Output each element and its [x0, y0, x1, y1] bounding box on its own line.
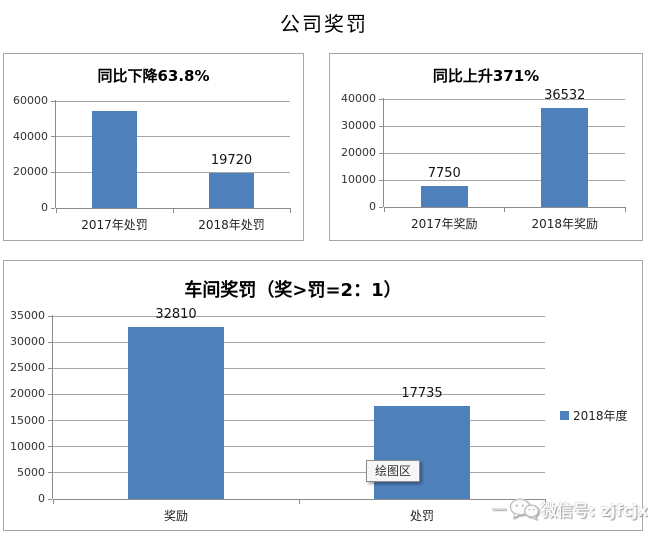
bar-value-label: 19720	[210, 152, 253, 168]
y-axis-tick-label: 35000	[10, 309, 45, 322]
y-axis-tick-label: 0	[41, 201, 48, 214]
y-axis-line	[52, 315, 53, 499]
y-axis-tickmark	[379, 206, 383, 208]
legend-label: 2018年度	[573, 409, 628, 423]
y-axis-tickmark	[48, 341, 52, 343]
y-axis-tickmark	[51, 207, 55, 209]
y-axis-tickmark	[48, 393, 52, 395]
bar-value-label: 17735	[401, 386, 443, 402]
y-axis-tick-label: 5000	[17, 465, 45, 479]
gridline-60000	[56, 100, 290, 102]
x-axis-tickmark	[383, 207, 385, 212]
gridline-20000	[56, 171, 290, 173]
legend-swatch-icon	[560, 411, 569, 420]
tooltip-label: 绘图区	[375, 464, 412, 478]
watermark: 微信号: zjfcjx	[492, 497, 648, 521]
bar-2018年处罚	[208, 172, 255, 208]
page-title: 公司奖罚	[280, 12, 368, 36]
y-axis-tick-label: 25000	[10, 361, 45, 375]
gridline-30000	[53, 341, 545, 343]
y-axis-line	[383, 98, 384, 207]
gridline-5000	[53, 472, 545, 474]
bar-2017年处罚	[91, 110, 138, 208]
gridline-35000	[53, 315, 545, 317]
y-axis-tick-label: 20000	[13, 165, 48, 179]
bar-2018年奖励	[541, 108, 589, 207]
y-axis-tick-label: 20000	[341, 146, 376, 159]
category-label: 2018年处罚	[198, 218, 265, 232]
y-axis-tick-label: 60000	[13, 94, 48, 107]
y-axis-tick-label: 30000	[341, 119, 376, 132]
x-axis-tickmark	[55, 208, 57, 213]
x-axis-tickmark	[544, 499, 546, 504]
y-axis-tickmark	[379, 152, 383, 154]
penalty-chart-plot-area: 0 20000 40000 60000 2017年处罚 19720 2018年处罚	[13, 94, 291, 232]
y-axis-tick-label: 30000	[10, 335, 45, 349]
x-axis-tickmark	[504, 207, 505, 212]
y-axis-tickmark	[51, 100, 55, 102]
category-label: 处罚	[409, 509, 435, 523]
y-axis-tickmark	[48, 498, 52, 500]
gridline-30000	[384, 125, 625, 127]
reward-chart-plot-area: 0 10000 20000 30000 40000 7750 2017年奖励 36532 201…	[341, 88, 626, 231]
chart-title-penalty: 同比下降63.8%	[97, 67, 210, 85]
y-axis-tickmark	[51, 136, 55, 138]
bar-value-label: 32810	[155, 307, 197, 323]
x-axis-tickmark	[289, 208, 291, 213]
gridline-40000	[384, 98, 625, 100]
workshop-chart-panel: 车间奖罚（奖>罚=2：1） 0 5000 10000 15000 20000 25000 3…	[3, 260, 643, 531]
gridline-25000	[53, 367, 545, 369]
y-axis-tickmark	[379, 98, 383, 100]
chart-title-workshop: 车间奖罚（奖>罚=2：1）	[184, 280, 402, 301]
bar-value-label: 36532	[544, 88, 586, 104]
legend: 2018年度	[560, 407, 628, 424]
gridline-40000	[56, 136, 290, 138]
gridline-15000	[53, 420, 545, 422]
company-reward-chart-panel: 同比上升371% 0 10000 20000 30000 40000 7750 2017年奖…	[329, 53, 643, 241]
chart-title-reward: 同比上升371%	[432, 67, 540, 85]
y-axis-tick-label: 20000	[10, 387, 45, 401]
y-axis-line	[55, 100, 56, 208]
y-axis-tick-label: 0	[38, 492, 45, 505]
gridline-10000	[384, 179, 625, 181]
y-axis-tickmark	[48, 446, 52, 448]
x-axis-tickmark	[298, 499, 300, 504]
bar-value-label: 7750	[427, 166, 461, 182]
y-axis-tick-label: 0	[369, 200, 376, 213]
y-axis-tickmark	[48, 472, 52, 474]
category-label: 2017年处罚	[81, 218, 148, 232]
company-penalty-chart-panel: 同比下降63.8% 0 20000 40000 60000 2017年处罚 19720 20…	[3, 53, 304, 241]
gridline-20000	[53, 393, 545, 395]
workshop-chart-plot-area: 0 5000 10000 15000 20000 25000 30000 35000 32810…	[10, 307, 546, 523]
y-axis-tickmark	[379, 179, 383, 181]
y-axis-tick-label: 15000	[10, 413, 45, 427]
x-axis-tickmark	[52, 499, 54, 504]
y-axis-tick-label: 10000	[341, 173, 376, 186]
y-axis-tickmark	[48, 315, 52, 317]
watermark-dash	[492, 508, 506, 510]
gridline-10000	[53, 446, 545, 448]
y-axis-tickmark	[48, 420, 52, 422]
bar-2017年奖励	[420, 186, 468, 207]
category-label: 2018年奖励	[531, 217, 599, 231]
bar-奖励	[128, 327, 224, 499]
y-axis-tick-label: 40000	[341, 92, 376, 105]
y-axis-tick-label: 40000	[13, 129, 48, 143]
wechat-icon	[509, 498, 539, 520]
y-axis-tickmark	[51, 171, 55, 173]
category-label: 2017年奖励	[410, 217, 478, 231]
y-axis-tickmark	[379, 125, 383, 127]
x-axis-tickmark	[172, 208, 174, 213]
category-label: 奖励	[163, 509, 189, 523]
y-axis-tickmark	[48, 367, 52, 369]
y-axis-tick-label: 10000	[10, 439, 45, 453]
x-axis-tickmark	[624, 207, 626, 212]
plot-area-tooltip: 绘图区	[366, 460, 421, 482]
bar-处罚	[374, 406, 470, 499]
watermark-label: 微信号: zjfcjx	[541, 501, 648, 520]
gridline-20000	[384, 152, 625, 154]
